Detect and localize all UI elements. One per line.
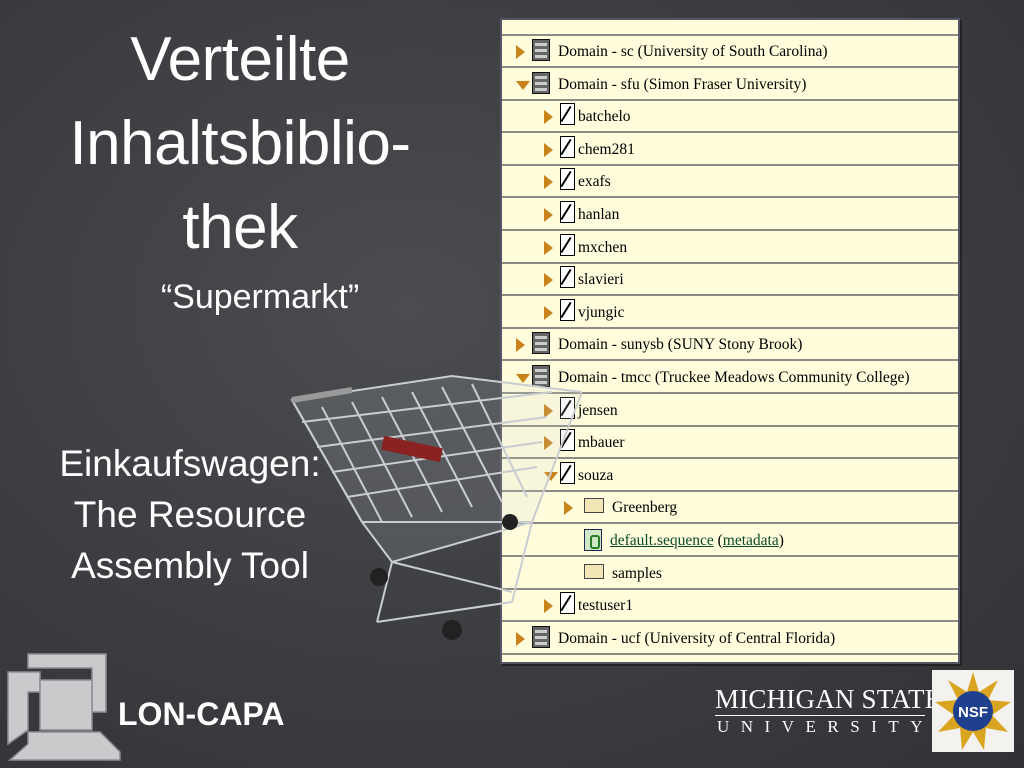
expand-open-icon[interactable] <box>516 80 530 90</box>
tree-row[interactable]: exafs <box>502 166 958 199</box>
msu-name: MICHIGAN STATE <box>715 684 942 714</box>
cart-caption-line-3: Assembly Tool <box>71 545 309 586</box>
msu-rule <box>715 715 925 716</box>
tree-row-label[interactable]: testuser1 <box>578 597 634 615</box>
tree-row-label[interactable]: jensen <box>578 401 618 419</box>
loncapa-wordmark: LON-CAPA <box>118 696 285 732</box>
tree-row[interactable]: hanlan <box>502 199 958 231</box>
server-icon <box>532 71 550 94</box>
tree-row-label[interactable]: mxchen <box>578 238 628 256</box>
tree-row-label[interactable]: Domain - sunysb (SUNY Stony Brook) <box>558 336 803 354</box>
expand-closed-icon[interactable] <box>544 175 553 190</box>
tree-row-label[interactable]: exafs <box>578 173 611 191</box>
sequence-icon <box>584 529 602 551</box>
expand-closed-icon[interactable] <box>564 501 573 516</box>
tree-row-partial <box>502 20 958 36</box>
tree-row-label[interactable]: Domain - ucf (University of Central Flor… <box>558 629 836 647</box>
tree-row-label[interactable]: batchelo <box>578 108 631 126</box>
user-file-icon <box>560 201 575 223</box>
resource-tree-panel: Domain - sc (University of South Carolin… <box>500 18 960 664</box>
tree-row[interactable]: Domain - tmcc (Truckee Meadows Community… <box>502 362 958 394</box>
expand-closed-icon[interactable] <box>516 631 525 646</box>
tree-row[interactable]: testuser1 <box>502 590 958 623</box>
tree-row[interactable]: Domain - sunysb (SUNY Stony Brook) <box>502 329 958 362</box>
tree-row[interactable]: default.sequence (metadata) <box>502 525 958 557</box>
user-file-icon <box>560 233 575 256</box>
expand-closed-icon[interactable] <box>544 208 553 222</box>
title-line-3: thek <box>182 193 298 262</box>
tree-row[interactable]: Domain - ucf (University of Central Flor… <box>502 623 958 655</box>
expand-closed-icon[interactable] <box>544 240 553 255</box>
expand-closed-icon[interactable] <box>516 338 525 353</box>
user-file-icon <box>560 266 575 289</box>
server-icon <box>532 39 550 61</box>
tree-row-label[interactable]: Greenberg <box>612 499 678 517</box>
user-file-icon <box>560 461 575 484</box>
nsf-logo: NSF <box>932 670 1014 752</box>
slide-title: Verteilte Inhaltsbiblio- thek <box>20 18 460 270</box>
cart-caption-line-2: The Resource <box>73 494 307 535</box>
expand-closed-icon[interactable] <box>544 436 553 451</box>
tree-row[interactable]: chem281 <box>502 134 958 166</box>
tree-row-label[interactable]: Domain - sfu (Simon Fraser University) <box>558 75 807 93</box>
tree-row-label[interactable]: chem281 <box>578 140 635 158</box>
tree-row[interactable]: samples <box>502 558 958 590</box>
tree-row[interactable]: Domain - sfu (Simon Fraser University) <box>502 69 958 101</box>
loncapa-logo <box>7 653 121 761</box>
expand-closed-icon[interactable] <box>544 403 553 418</box>
expand-closed-icon[interactable] <box>544 110 553 125</box>
slide-subtitle: “Supermarkt” <box>160 278 360 316</box>
expand-closed-icon[interactable] <box>544 599 553 614</box>
tree-row-label[interactable]: mbauer <box>578 434 625 452</box>
cart-caption: Einkaufswagen: The Resource Assembly Too… <box>20 438 360 591</box>
user-file-icon <box>560 103 575 126</box>
metadata-link[interactable]: metadata <box>722 532 779 549</box>
tree-row-label[interactable]: vjungic <box>578 303 625 321</box>
server-icon <box>532 625 550 648</box>
expand-open-icon[interactable] <box>544 471 558 481</box>
tree-row-label: default.sequence (metadata) <box>610 532 784 549</box>
expand-closed-icon[interactable] <box>544 273 553 288</box>
shopping-cart-image <box>290 374 582 640</box>
svg-text:NSF: NSF <box>958 704 988 721</box>
expand-closed-icon[interactable] <box>544 142 553 157</box>
tree-row-label[interactable]: souza <box>578 466 614 484</box>
msu-subtitle: UNIVERSITY <box>717 717 934 736</box>
tree-row[interactable]: souza <box>502 460 958 492</box>
msu-logo: MICHIGAN STATE UNIVERSITY <box>715 684 942 736</box>
tree-row[interactable]: jensen <box>502 395 958 427</box>
tree-row[interactable]: slavieri <box>502 264 958 297</box>
folder-icon <box>584 498 604 514</box>
user-file-icon <box>560 396 575 419</box>
tree-row-label[interactable]: hanlan <box>578 206 620 223</box>
tree-row[interactable]: batchelo <box>502 101 958 134</box>
tree-row-label[interactable]: Domain - sc (University of South Carolin… <box>558 43 828 60</box>
folder-icon <box>584 563 604 579</box>
tree-row[interactable]: Domain - sc (University of South Carolin… <box>502 36 958 68</box>
tree-row[interactable]: mxchen <box>502 232 958 264</box>
tree-row-label[interactable]: samples <box>612 564 662 582</box>
resource-link[interactable]: default.sequence <box>610 532 714 549</box>
title-line-2: Inhaltsbiblio- <box>69 109 411 178</box>
tree-row[interactable]: vjungic <box>502 297 958 329</box>
cart-caption-line-1: Einkaufswagen: <box>59 443 321 484</box>
tree-row[interactable]: Greenberg <box>502 492 958 525</box>
user-file-icon <box>560 592 575 615</box>
user-file-icon <box>560 298 575 321</box>
title-line-1: Verteilte <box>130 25 350 94</box>
tree-row-label[interactable]: slavieri <box>578 271 624 289</box>
expand-open-icon[interactable] <box>516 374 530 383</box>
tree-row-label[interactable]: Domain - tmcc (Truckee Meadows Community… <box>558 369 910 386</box>
expand-closed-icon[interactable] <box>516 45 525 59</box>
expand-closed-icon[interactable] <box>544 305 553 320</box>
server-icon <box>532 332 550 355</box>
user-file-icon <box>560 168 575 191</box>
user-file-icon <box>560 135 575 158</box>
